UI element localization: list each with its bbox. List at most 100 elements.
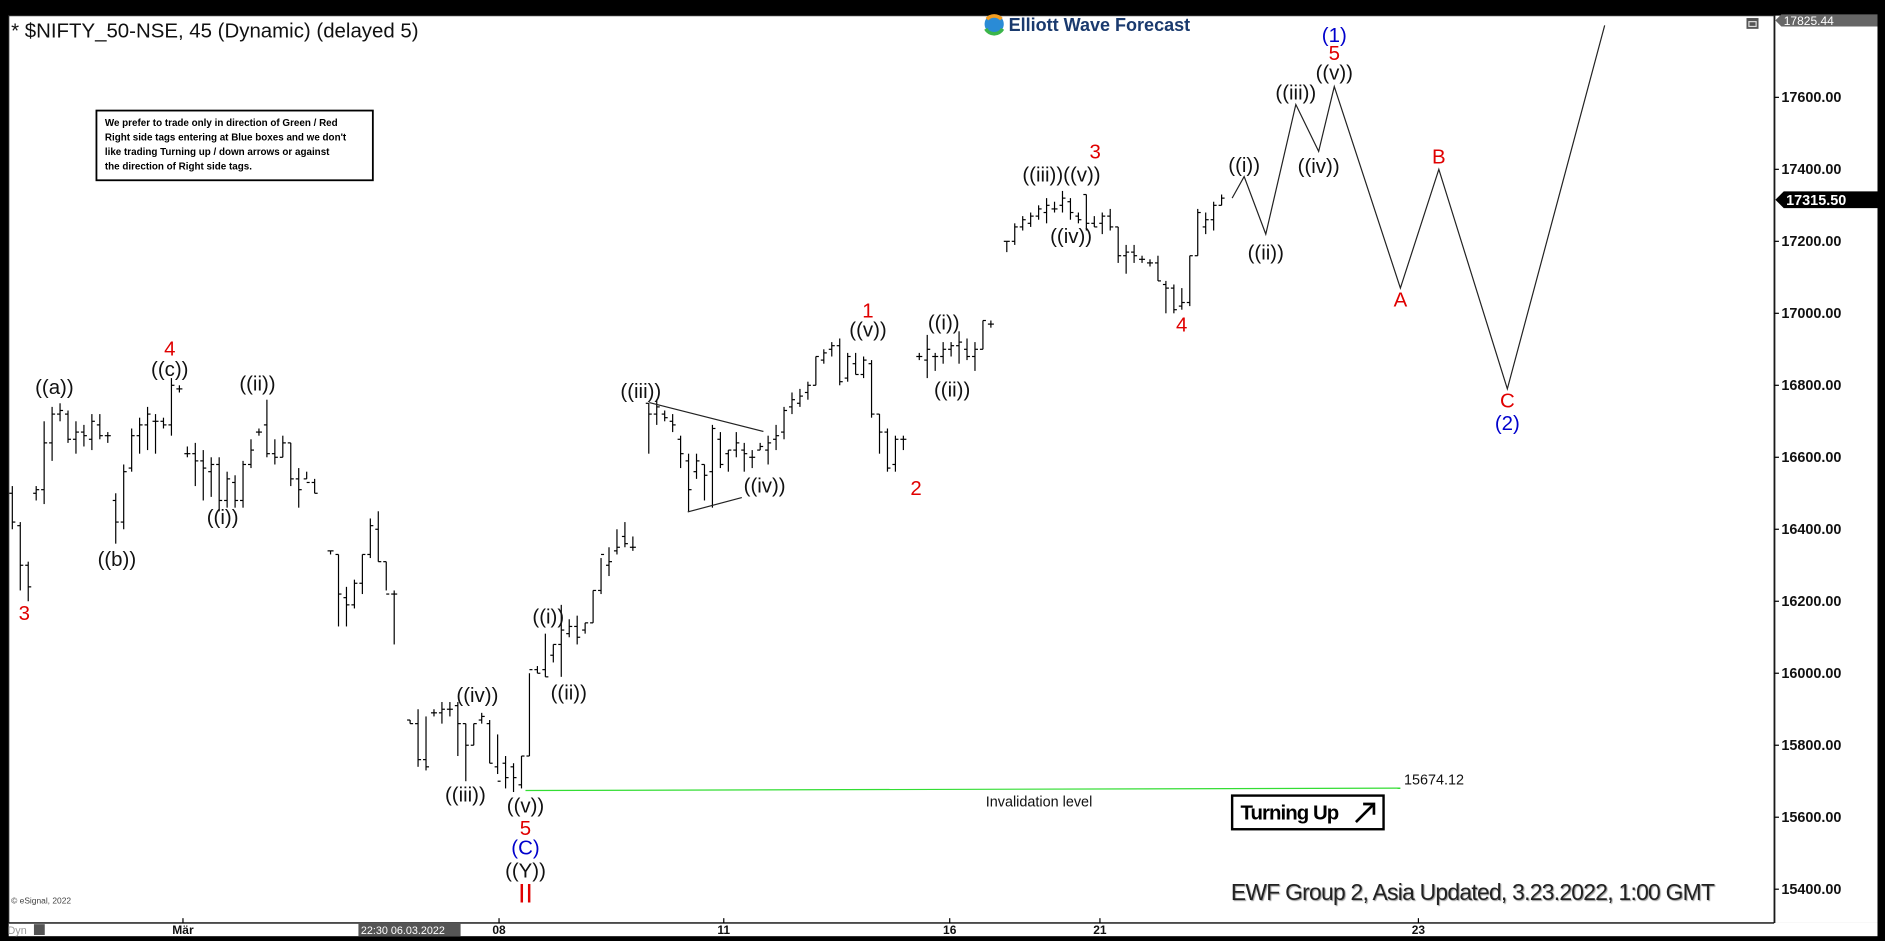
cursor-time-box [358,922,461,937]
ohlc-bar [860,356,867,379]
ohlc-bar [773,424,780,451]
wave-label: ((ii)) [934,380,970,402]
ohlc-bar [247,439,254,469]
ohlc-bar [367,518,374,559]
ohlc-bar [375,511,382,563]
restore-window-button[interactable] [1746,18,1759,29]
ohlc-bar [725,449,732,472]
price-tick-label: 16600.00 [1781,450,1841,466]
ohlc-bar [741,442,748,472]
ohlc-bar [685,453,692,512]
ohlc-bar [200,450,207,501]
ohlc-bar [271,439,278,465]
ohlc-bar [33,486,40,501]
ohlc-bar [1011,223,1018,245]
turning-up-badge: Turning Up [1230,794,1385,831]
price-axis-labels: 17600.00 17400.00 17200.00 17000.00 16800.00… [1774,90,1841,898]
wave-label: 3 [1089,142,1100,164]
ohlc-bar [510,763,517,793]
price-bars [9,190,1225,793]
price-tick-label: 16800.00 [1781,378,1841,394]
ohlc-bar [240,460,247,508]
ohlc-bar [566,619,573,638]
ohlc-bar [470,723,477,746]
price-tick-label: 15400.00 [1781,882,1841,898]
ohlc-bar [176,385,183,393]
ohlc-bar [598,553,605,595]
ohlc-bar [884,428,891,472]
disclaimer-line: like trading Turning up / down arrows or… [105,147,330,158]
wave-label: ((b)) [98,549,137,571]
wave-label: ((i)) [532,607,564,629]
ohlc-bar [1027,212,1034,227]
ohlc-bar [1202,212,1209,235]
wave-label: ((ii)) [1248,243,1284,265]
price-tick-label: 16200.00 [1781,594,1841,610]
wave-label: 4 [1176,315,1187,337]
wave-label: B [1432,146,1446,168]
ohlc-bar [430,709,437,717]
lock-icon[interactable] [33,924,45,935]
wave-label: ((v)) [849,320,886,342]
time-axis[interactable] [8,922,1878,937]
ohlc-bar [72,421,79,454]
ohlc-bar [136,417,143,454]
wave-label: 1 [862,300,873,322]
wave-label: ((i)) [207,507,239,529]
wave-label: II [518,879,533,909]
ohlc-bar [852,352,859,376]
arrow-up-right-icon [1354,802,1376,823]
ohlc-bar [971,342,978,371]
wave-label: C [1500,390,1515,412]
last-price-flag: 17315.50 [1775,191,1878,209]
ohlc-bar [669,414,676,433]
turning-up-label: Turning Up [1241,803,1339,825]
wave-label: ((iv)) [1050,226,1092,248]
dyn-label[interactable]: Dyn [8,925,27,937]
ohlc-bar [1210,201,1217,231]
ohlc-bar [701,463,708,501]
projection-line [1231,25,1606,392]
ohlc-bar [343,586,350,627]
ohlc-bar [948,342,955,357]
price-tick-label: 16400.00 [1781,522,1841,538]
ohlc-bar [781,406,788,440]
ohlc-bar [128,428,135,472]
invalidation-line [525,787,1401,792]
ohlc-bar [303,471,310,484]
ohlc-bar [558,604,565,677]
ohlc-bar [224,471,231,508]
ohlc-bar [25,561,32,602]
ohlc-bar [1139,255,1146,263]
top-price-flag: 17825.44 [1775,14,1878,28]
ohlc-bar [613,529,620,555]
ohlc-bar [812,355,819,386]
ohlc-bar [621,522,628,548]
time-tick-label: 23 [1412,923,1426,937]
wave-label: ((i)) [928,312,960,334]
ohlc-bar [1003,240,1010,253]
wave-label: ((ii)) [239,374,275,396]
ohlc-bar [956,331,963,364]
ohlc-bar [438,702,445,724]
projection-path [1231,25,1606,392]
ohlc-bar [629,536,636,551]
ohlc-bar [900,435,907,451]
invalidation-value: 15674.12 [1404,773,1464,789]
price-axis[interactable] [1775,15,1878,923]
wave-label: ((iv)) [456,685,498,707]
ohlc-bar [765,435,772,465]
wave-label: 5 [520,818,531,840]
ohlc-bar [1162,280,1169,314]
disclaimer-line: We prefer to trade only in direction of … [105,118,338,129]
ohlc-bar [1123,244,1130,274]
ohlc-bar [1075,212,1082,224]
invalidation-label: Invalidation level [986,794,1093,810]
ohlc-bar [192,442,199,487]
ohlc-bar [526,669,533,757]
ohlc-bar [1035,205,1042,220]
ohlc-bar [1059,190,1066,213]
ohlc-bar [979,319,986,350]
ohlc-bar [295,468,302,508]
ohlc-bar [112,493,119,544]
